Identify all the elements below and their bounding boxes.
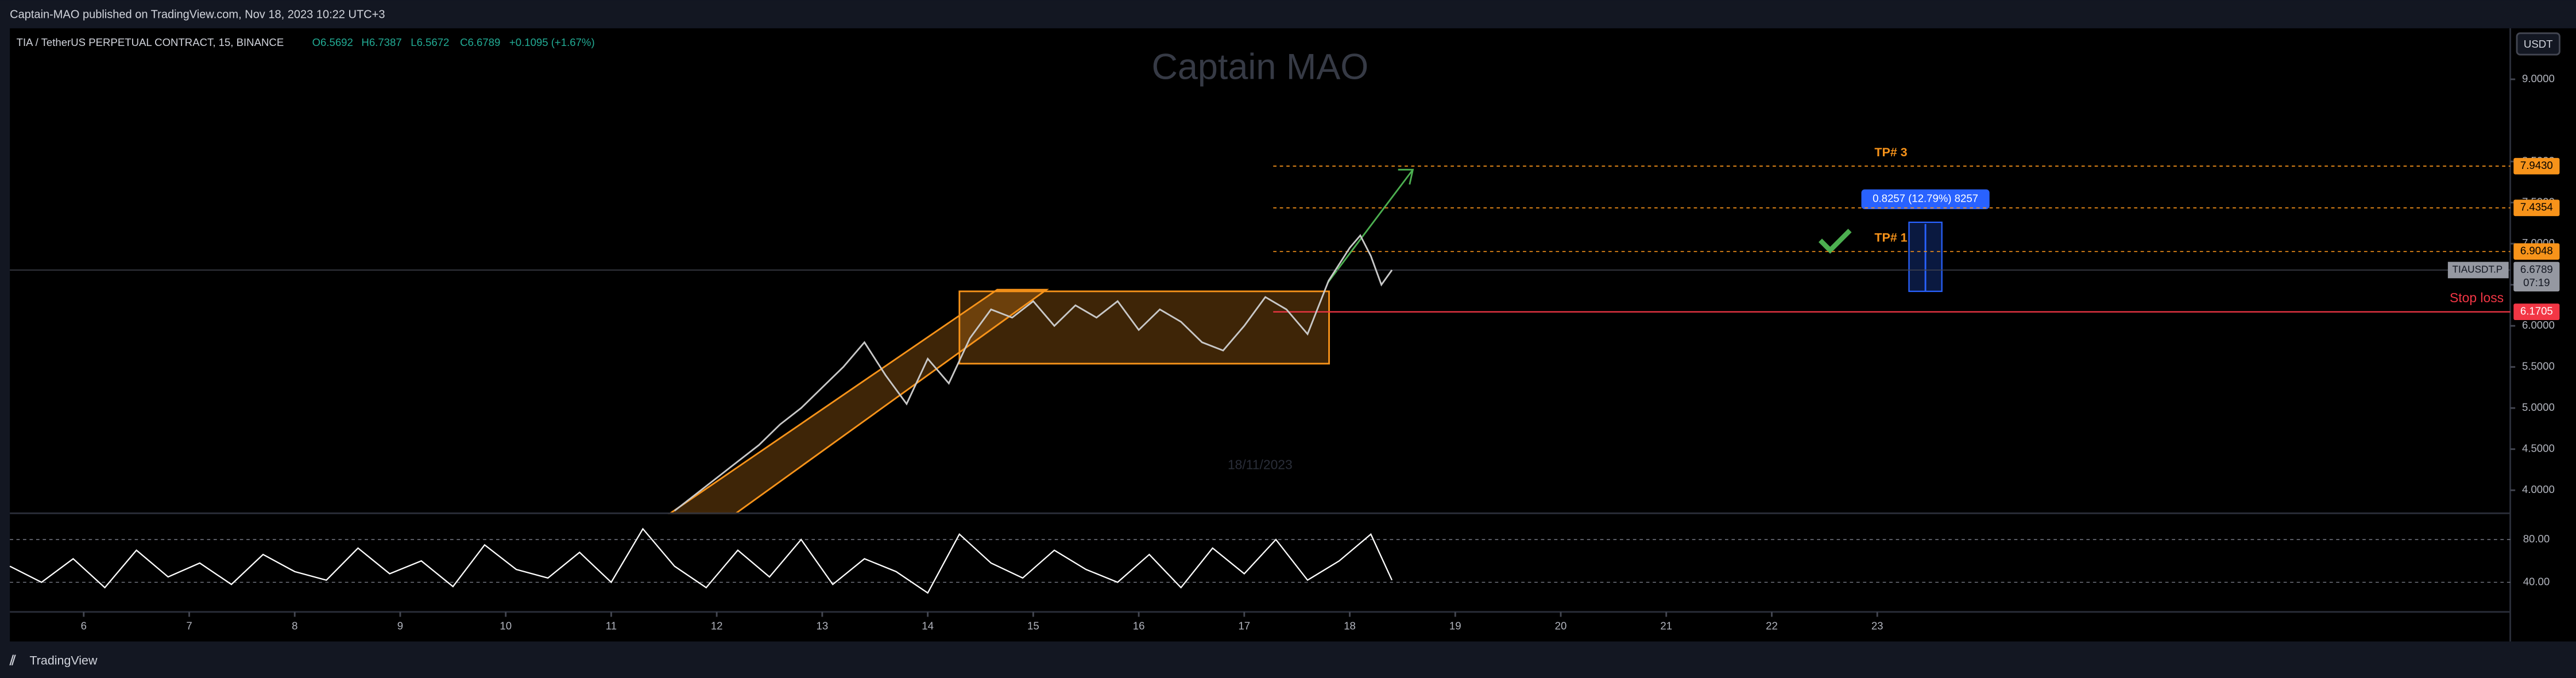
current-price-label: 6.6789 (2520, 263, 2553, 275)
level-text: Stop loss (2450, 290, 2504, 305)
measure-tooltip (1861, 189, 1990, 209)
x-tick-label: 8 (292, 620, 297, 632)
current-symbol: TIAUSDT.P (2452, 264, 2502, 275)
countdown: 07:19 (2523, 276, 2550, 288)
price-line (674, 234, 1393, 512)
x-tick-label: 12 (711, 620, 723, 632)
level-tag-label: 7.4354 (2520, 201, 2553, 213)
symbol: TIA / TetherUS PERPETUAL CONTRACT, 15, B… (17, 36, 284, 48)
target-arrow (1326, 169, 1414, 284)
y-tick-label: 5.0000 (2522, 401, 2555, 413)
ohlc-low: L6.5672 (411, 36, 449, 48)
x-tick-label: 21 (1660, 620, 1672, 632)
rsi-tick-label: 80.00 (2523, 533, 2550, 545)
footer-brand: TradingView (29, 653, 97, 667)
x-tick-label: 19 (1449, 620, 1461, 632)
footer-logo: ⫽ (9, 653, 16, 668)
x-tick-label: 22 (1766, 620, 1778, 632)
rsi-line (9, 527, 1393, 594)
x-tick-label: 7 (186, 620, 192, 632)
x-tick-label: 9 (397, 620, 403, 632)
x-tick-label: 6 (81, 620, 87, 632)
level-tag (2513, 199, 2560, 217)
ohlc-change: +0.1095 (+1.67%) (509, 36, 595, 48)
x-tick-label: 23 (1871, 620, 1883, 632)
current-price-tag (2513, 261, 2560, 292)
x-tick-label: 11 (606, 620, 617, 632)
x-tick-label: 10 (500, 620, 512, 632)
rsi-tick-label: 40.00 (2523, 575, 2550, 587)
x-tick-label: 18 (1344, 620, 1356, 632)
watermark: Captain MAO (1151, 47, 1368, 87)
y-tick-label: 5.5000 (2522, 360, 2555, 372)
ohlc-open: O6.5692 (312, 36, 353, 48)
x-tick-label: 20 (1555, 620, 1567, 632)
x-tick-label: 14 (922, 620, 934, 632)
ohlc-close: C6.6789 (460, 36, 500, 48)
arrow-head (1398, 168, 1414, 185)
x-tick-label: 13 (817, 620, 829, 632)
level-tag (2513, 303, 2560, 321)
currency-button[interactable] (2516, 32, 2560, 56)
published-line: Captain-MAO published on TradingView.com… (10, 9, 385, 21)
level-tag-label: 6.9048 (2520, 245, 2553, 257)
x-tick-label: 17 (1238, 620, 1250, 632)
y-tick-label: 6.0000 (2522, 319, 2555, 331)
y-tick-label: 4.5000 (2522, 442, 2555, 454)
y-tick-label: 9.0000 (2522, 72, 2555, 84)
measure-label: 0.8257 (12.79%) 8257 (1873, 192, 1978, 205)
level-text: TP# 1 (1874, 230, 1907, 244)
level-text: TP# 3 (1874, 145, 1907, 159)
y-tick-label: 4.0000 (2522, 483, 2555, 495)
level-tag-label: 6.1705 (2520, 305, 2553, 317)
x-tick-label: 15 (1027, 620, 1039, 632)
x-tick-label: 16 (1133, 620, 1145, 632)
ohlc-high: H6.7387 (361, 36, 401, 48)
currency-label[interactable]: USDT (2524, 38, 2553, 50)
range-box (958, 290, 1330, 365)
current-symbol-tag (2447, 261, 2509, 279)
level-tag-label: 7.9430 (2520, 159, 2553, 171)
date-watermark: 18/11/2023 (1228, 457, 1293, 472)
level-tag (2513, 157, 2560, 175)
checkmark (1818, 229, 1852, 254)
level-tag (2513, 243, 2560, 260)
